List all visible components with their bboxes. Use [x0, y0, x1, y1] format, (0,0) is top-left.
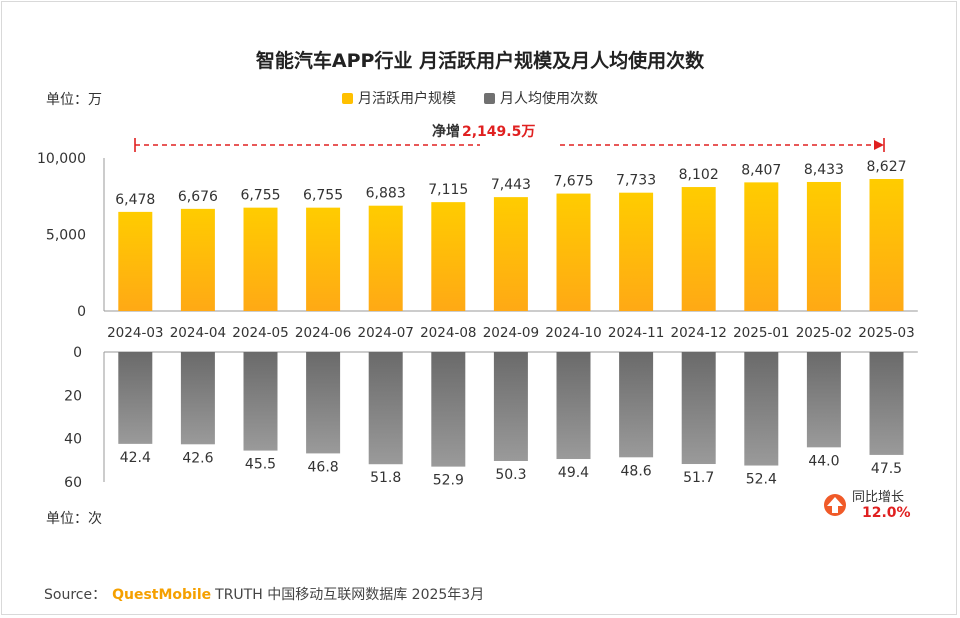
legend-swatch-mau: [342, 92, 353, 104]
usage-data-label: 42.4: [120, 450, 151, 466]
mau-data-label: 8,627: [866, 159, 906, 175]
usage-data-label: 52.4: [746, 472, 777, 488]
usage-data-label: 45.5: [245, 457, 276, 473]
mau-bar: [681, 187, 716, 311]
usage-bar: [118, 352, 153, 444]
source-brand: QuestMobile: [112, 587, 212, 603]
x-category-label: 2024-09: [483, 325, 539, 341]
mau-data-label: 7,675: [553, 174, 593, 190]
unit-label-top: 单位：万: [46, 92, 102, 108]
mau-bar: [368, 205, 403, 311]
mau-data-label: 7,733: [616, 173, 656, 189]
mau-bar: [243, 207, 278, 311]
usage-bar: [180, 352, 215, 445]
growth-up-icon: [824, 494, 846, 516]
growth-value: 12.0%: [862, 505, 911, 521]
x-category-label: 2024-08: [420, 325, 476, 341]
usage-data-label: 52.9: [433, 473, 464, 489]
mau-data-label: 8,407: [741, 162, 781, 178]
top-y-tick-label: 0: [77, 304, 86, 320]
mau-bar: [180, 208, 215, 311]
legend-label-usage: 月人均使用次数: [500, 91, 598, 107]
mau-data-label: 6,883: [366, 186, 406, 202]
mau-data-label: 7,443: [491, 177, 531, 193]
usage-bar: [619, 352, 654, 458]
x-category-label: 2024-03: [107, 325, 163, 341]
usage-bar: [869, 352, 904, 455]
mau-data-label: 8,433: [804, 162, 844, 178]
mau-bar: [493, 197, 528, 311]
usage-data-label: 51.8: [370, 470, 401, 486]
mau-data-label: 6,755: [303, 188, 343, 204]
usage-data-label: 50.3: [495, 467, 526, 483]
x-category-label: 2024-04: [170, 325, 226, 341]
mau-bar: [556, 193, 591, 311]
source-label: Source：: [44, 587, 107, 603]
mau-bar: [431, 202, 466, 311]
x-category-label: 2024-05: [232, 325, 288, 341]
unit-label-bottom: 单位：次: [46, 511, 102, 527]
source-text: TRUTH 中国移动互联网数据库 2025年3月: [215, 587, 485, 603]
usage-bar: [493, 352, 528, 461]
mau-data-label: 8,102: [679, 167, 719, 183]
usage-bar: [306, 352, 341, 454]
legend-label-mau: 月活跃用户规模: [358, 91, 456, 107]
usage-data-label: 46.8: [308, 459, 339, 475]
usage-bar: [744, 352, 779, 466]
x-category-label: 2025-03: [858, 325, 914, 341]
mau-bar: [306, 207, 341, 311]
usage-data-label: 44.0: [808, 453, 839, 469]
usage-bar: [243, 352, 278, 451]
usage-bars: 42.4 42.6 45.5 46.8 51.8 52.9 50.3 49.4 48.6 51.7…: [118, 352, 904, 489]
chart-title: 智能汽车APP行业 月活跃用户规模及月人均使用次数: [255, 50, 705, 72]
bottom-y-tick-label: 60: [64, 475, 82, 491]
x-category-label: 2025-01: [733, 325, 789, 341]
usage-data-label: 49.4: [558, 465, 589, 481]
usage-data-label: 47.5: [871, 461, 902, 477]
net-increase-annotation: 净增 2,149.5万: [134, 123, 885, 152]
mau-data-label: 7,115: [428, 182, 468, 198]
usage-bar: [556, 352, 591, 460]
growth-label: 同比增长: [852, 490, 905, 505]
mau-bar: [744, 182, 779, 311]
x-category-label: 2025-02: [796, 325, 852, 341]
mau-bars: 6,478 6,676 6,755 6,755 6,883 7,115 7,443 7,675…: [115, 159, 907, 311]
legend-swatch-usage: [484, 92, 495, 104]
mau-bar: [118, 211, 153, 311]
mau-data-label: 6,478: [115, 192, 155, 208]
usage-bar: [431, 352, 466, 467]
source-line: Source： QuestMobile TRUTH 中国移动互联网数据库 2025年…: [44, 584, 484, 604]
bottom-y-tick-label: 20: [64, 388, 82, 404]
mau-bar: [619, 192, 654, 311]
bottom-y-tick-label: 0: [73, 345, 82, 361]
mau-bar: [806, 181, 841, 311]
usage-bar: [806, 352, 841, 448]
x-category-label: 2024-07: [357, 325, 413, 341]
category-labels: 2024-03 2024-04 2024-05 2024-06 2024-07 2024-…: [107, 325, 915, 341]
top-y-tick-label: 5,000: [46, 228, 86, 244]
x-category-label: 2024-06: [295, 325, 351, 341]
net-increase-arrowhead: [874, 140, 884, 150]
x-category-label: 2024-11: [608, 325, 664, 341]
x-category-label: 2024-10: [545, 325, 601, 341]
mau-data-label: 6,755: [240, 188, 280, 204]
usage-data-label: 51.7: [683, 470, 714, 486]
net-increase-value: 2,149.5万: [462, 124, 535, 140]
legend-item-mau: 月活跃用户规模: [342, 88, 456, 108]
net-increase-prefix: 净增: [432, 123, 460, 140]
usage-data-label: 42.6: [182, 450, 213, 466]
mau-data-label: 6,676: [178, 189, 218, 205]
usage-bar: [681, 352, 716, 465]
top-axis: 0 5,000 10,000: [37, 151, 918, 320]
x-category-label: 2024-12: [670, 325, 726, 341]
usage-data-label: 48.6: [621, 463, 652, 479]
legend: 月活跃用户规模 月人均使用次数: [342, 88, 626, 108]
mau-bar: [869, 179, 904, 311]
bottom-y-tick-label: 40: [64, 432, 82, 448]
top-y-tick-label: 10,000: [37, 151, 86, 167]
usage-bar: [368, 352, 403, 465]
legend-item-usage: 月人均使用次数: [484, 88, 598, 108]
